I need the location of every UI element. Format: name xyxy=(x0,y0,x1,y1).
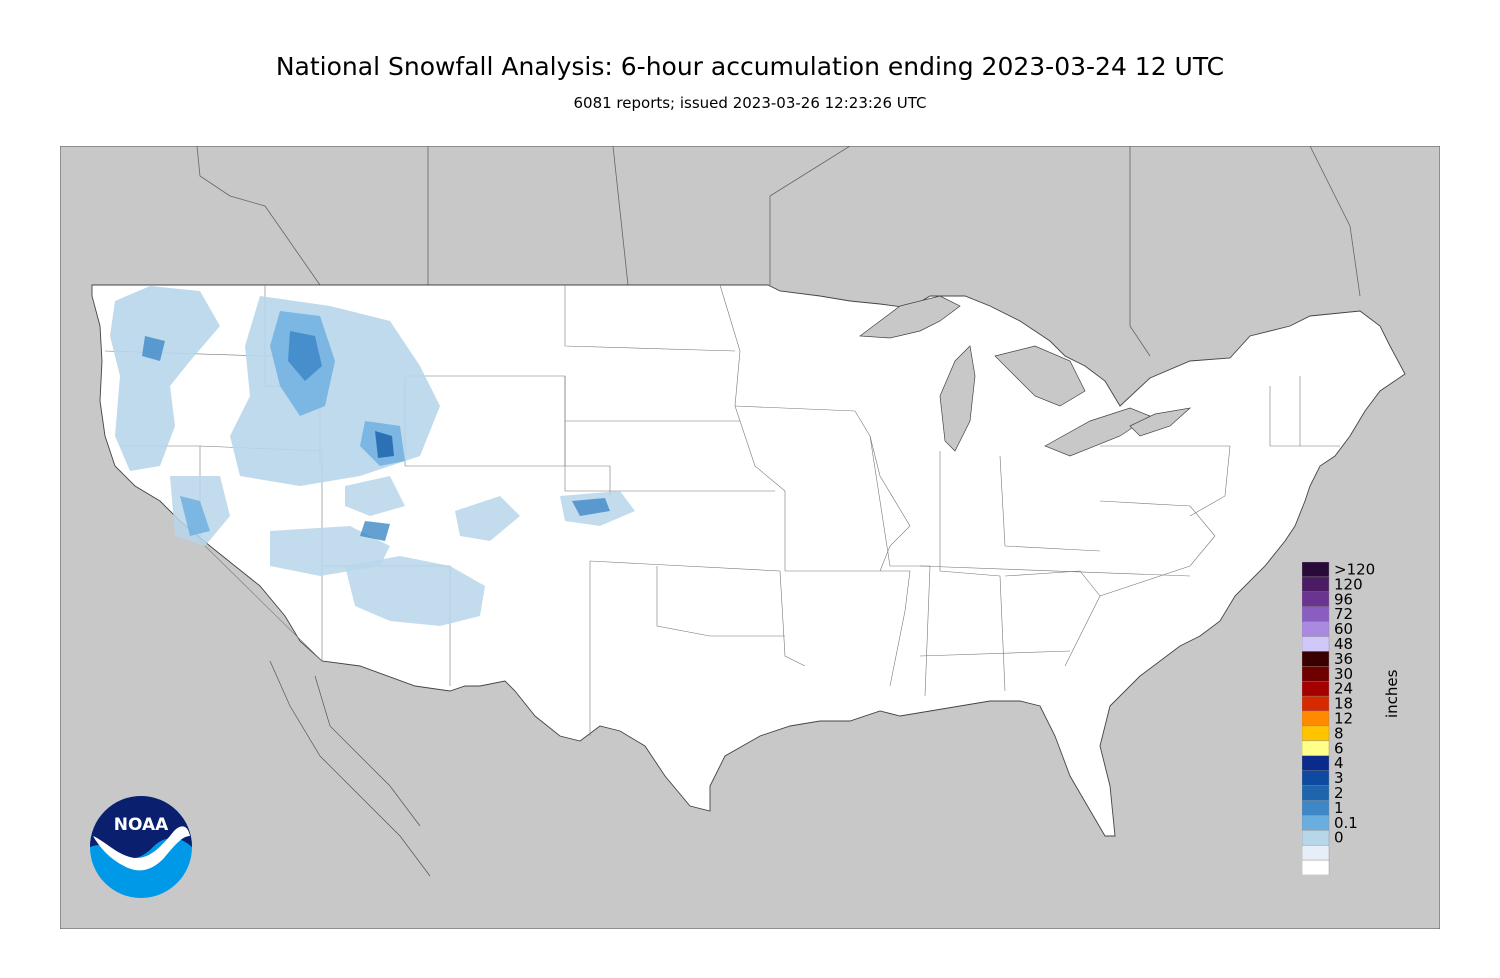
legend-swatch xyxy=(1302,859,1330,875)
noaa-logo-text: NOAA xyxy=(114,815,169,835)
legend-label: 72 xyxy=(1334,605,1353,623)
legend-label: 60 xyxy=(1334,620,1353,638)
mexico-coast xyxy=(269,660,431,877)
legend-swatch xyxy=(1302,710,1330,727)
legend-swatch xyxy=(1302,725,1330,742)
legend-swatch xyxy=(1302,800,1330,816)
noaa-logo-icon: NOAA xyxy=(90,796,192,898)
legend-swatch xyxy=(1302,681,1330,697)
legend-label: 6 xyxy=(1334,739,1344,757)
snowfall-map xyxy=(60,146,1440,929)
legend-swatch xyxy=(1302,576,1330,593)
legend-swatch xyxy=(1302,666,1330,682)
legend-label: 18 xyxy=(1334,695,1353,713)
legend-swatch xyxy=(1302,785,1330,801)
legend-swatch xyxy=(1302,830,1330,846)
legend-swatch xyxy=(1302,606,1330,622)
snowfall-shading xyxy=(110,286,635,626)
legend-label: 0.1 xyxy=(1334,814,1358,832)
legend-label: 8 xyxy=(1334,724,1344,742)
legend-label: 24 xyxy=(1334,680,1353,698)
legend-swatch xyxy=(1302,755,1330,771)
map-subtitle: 6081 reports; issued 2023-03-26 12:23:26… xyxy=(573,94,927,112)
legend-swatch xyxy=(1302,770,1330,786)
legend-label: 30 xyxy=(1334,665,1353,683)
legend-swatches xyxy=(1302,562,1330,875)
legend-label: 3 xyxy=(1334,769,1344,787)
legend-label: 36 xyxy=(1334,650,1353,668)
legend-swatch xyxy=(1302,621,1330,637)
legend-label: 4 xyxy=(1334,754,1344,772)
legend-label: >120 xyxy=(1334,562,1375,578)
legend-label: 96 xyxy=(1334,590,1353,608)
legend-label: 2 xyxy=(1334,784,1344,802)
legend-unit-label: inches xyxy=(1383,669,1401,718)
legend-swatch xyxy=(1302,844,1330,861)
legend-label: 0 xyxy=(1334,829,1344,847)
neighbor-borders xyxy=(196,146,1361,357)
legend-swatch xyxy=(1302,562,1330,578)
map-title: National Snowfall Analysis: 6-hour accum… xyxy=(275,52,1225,81)
legend-swatch xyxy=(1302,636,1330,652)
legend-label: 48 xyxy=(1334,635,1353,653)
legend-swatch xyxy=(1302,651,1330,667)
legend-label: 1 xyxy=(1334,799,1344,817)
legend-label: 120 xyxy=(1334,575,1363,593)
legend-label: 12 xyxy=(1334,710,1353,728)
legend-swatch xyxy=(1302,740,1330,756)
legend-swatch xyxy=(1302,815,1330,831)
legend-swatch xyxy=(1302,695,1330,712)
legend-swatch xyxy=(1302,591,1330,607)
great-lakes xyxy=(859,295,1192,457)
